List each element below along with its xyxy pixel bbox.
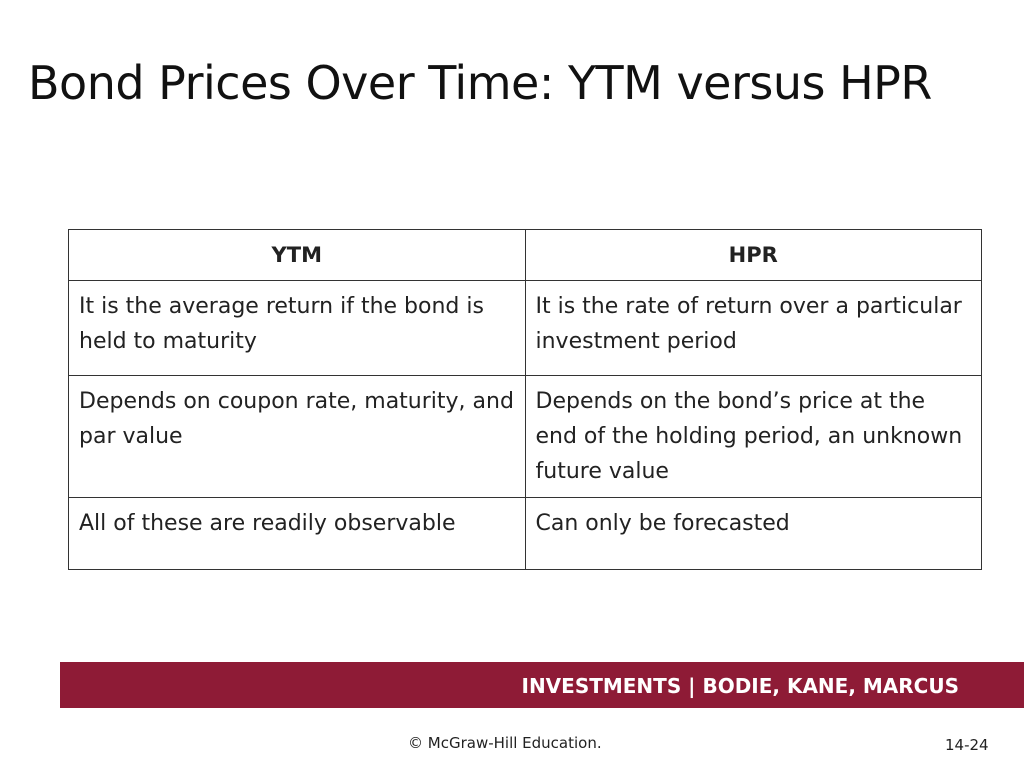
slide-title: Bond Prices Over Time: YTM versus HPR <box>28 56 932 110</box>
header-row: YTM HPR <box>68 229 982 281</box>
table-cell: Can only be forecasted <box>524 497 982 570</box>
footer-banner: INVESTMENTS | BODIE, KANE, MARCUS <box>60 662 1024 708</box>
table-cell: It is the rate of return over a particul… <box>524 280 982 376</box>
table-row: All of these are readily observable Can … <box>68 497 982 570</box>
page-number: 14-24 <box>945 736 989 754</box>
banner-text: INVESTMENTS | BODIE, KANE, MARCUS <box>521 674 960 698</box>
table-cell: All of these are readily observable <box>68 497 526 570</box>
table-cell: Depends on the bond’s price at the end o… <box>524 375 982 498</box>
comparison-table: YTM HPR It is the average return if the … <box>68 229 982 570</box>
table-cell: It is the average return if the bond is … <box>68 280 526 376</box>
header-cell: HPR <box>524 229 982 281</box>
header-cell: YTM <box>68 229 526 281</box>
table-row: Depends on coupon rate, maturity, and pa… <box>68 375 982 498</box>
table-row: It is the average return if the bond is … <box>68 280 982 376</box>
copyright: © McGraw-Hill Education. <box>408 734 602 752</box>
table-cell: Depends on coupon rate, maturity, and pa… <box>68 375 526 498</box>
